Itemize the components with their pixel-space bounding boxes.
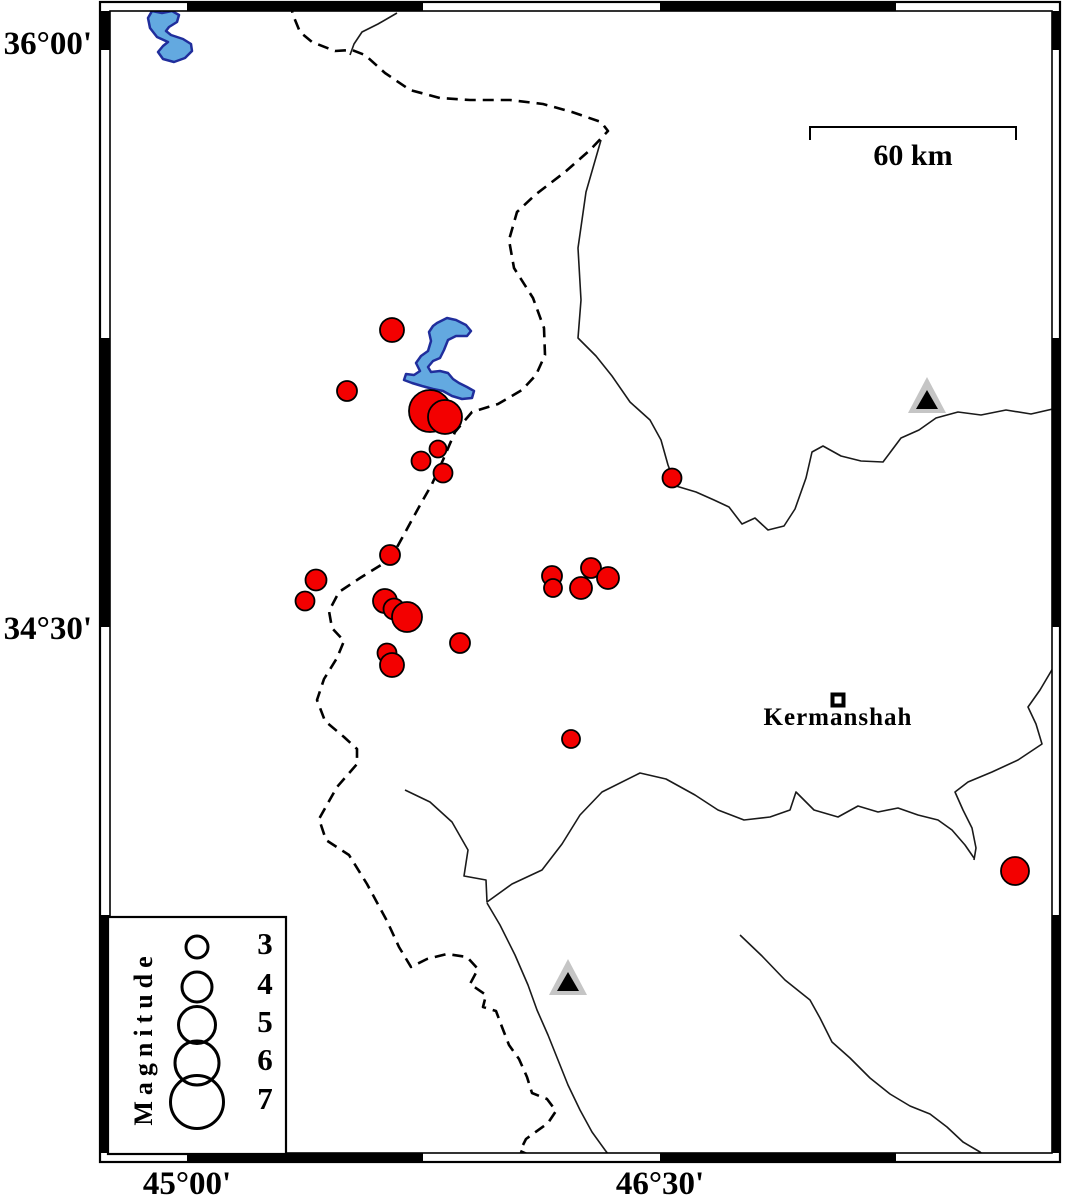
legend-value-4: 4 — [257, 966, 273, 1001]
legend-value-3: 3 — [257, 926, 273, 961]
river-line — [486, 902, 609, 1153]
river-line — [739, 934, 983, 1153]
scale-bar-line — [809, 126, 1017, 140]
city-marker — [830, 692, 846, 708]
frame-inner — [109, 10, 1053, 1154]
earthquake-marker — [410, 450, 432, 472]
earthquake-marker — [379, 544, 401, 566]
station-marker-inner — [916, 390, 938, 409]
earthquake-marker — [596, 566, 620, 590]
station-marker-inner — [557, 972, 579, 991]
legend-title: Magnitude — [129, 950, 158, 1126]
city-label-kermanshah: Kermanshah — [763, 704, 913, 731]
river-line — [577, 139, 1052, 531]
axis-label-lon-45: 45°00' — [142, 1166, 232, 1202]
map-frame — [98, 0, 1062, 1164]
axis-label-lat-3430: 34°30' — [3, 611, 92, 647]
legend-circle — [177, 1005, 217, 1045]
river-line — [954, 668, 1052, 861]
earthquake-marker — [336, 380, 358, 402]
lake — [402, 316, 476, 401]
earthquake-marker — [428, 439, 448, 459]
earthquake-marker — [580, 557, 602, 579]
legend-value-7: 7 — [257, 1081, 273, 1116]
river-line — [349, 12, 398, 56]
earthquake-marker — [569, 576, 593, 600]
river-line — [404, 772, 975, 903]
earthquake-marker — [379, 652, 405, 678]
map-content — [146, 11, 1052, 1153]
earthquake-marker — [391, 601, 423, 633]
axis-label-lon-4630: 46°30' — [615, 1166, 705, 1202]
earthquake-marker — [561, 729, 581, 749]
earthquake-marker — [449, 632, 471, 654]
legend-value-5: 5 — [257, 1004, 273, 1039]
scale-bar-label: 60 km — [873, 139, 953, 172]
legend-circle — [184, 934, 210, 960]
earthquake-marker — [294, 590, 316, 612]
legend-circle — [173, 1039, 221, 1087]
legend-circle — [169, 1074, 225, 1130]
legend-circle — [180, 970, 214, 1004]
earthquake-marker — [432, 462, 454, 484]
axis-label-lat-36: 36°00' — [3, 26, 92, 62]
earthquake-marker — [1000, 856, 1030, 886]
earthquake-marker — [543, 578, 563, 598]
earthquake-marker — [379, 317, 405, 343]
frame-outer — [98, 0, 1062, 1164]
border-dashed-line — [290, 11, 610, 1153]
earthquake-marker — [304, 568, 328, 592]
lake — [146, 11, 194, 64]
earthquake-marker — [661, 467, 683, 489]
legend-value-6: 6 — [257, 1042, 273, 1077]
earthquake-marker — [427, 399, 463, 435]
